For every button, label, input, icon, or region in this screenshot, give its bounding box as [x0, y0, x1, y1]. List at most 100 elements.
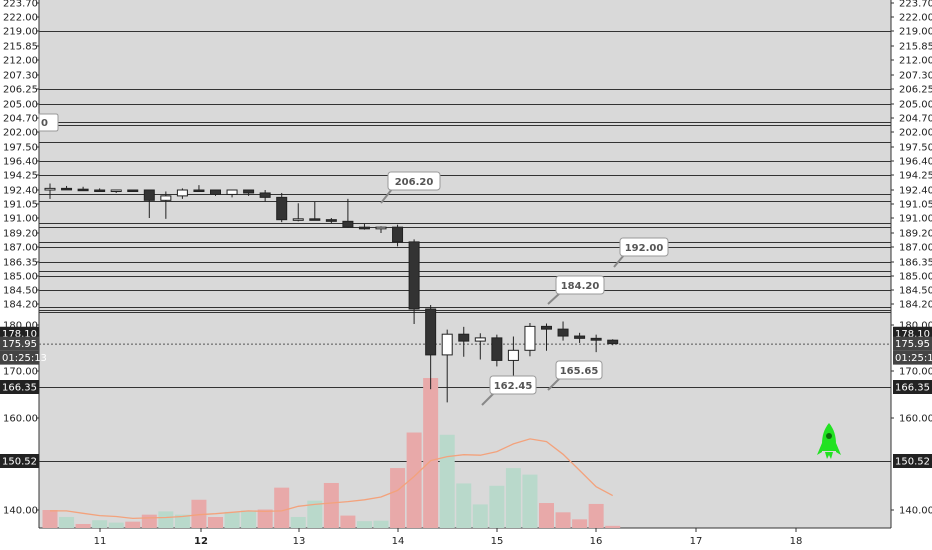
candle-body	[590, 337, 602, 341]
y-tick-label: 205.00	[899, 100, 932, 111]
volume-bar	[75, 523, 91, 528]
volume-bar	[158, 511, 174, 528]
callout-box	[619, 237, 669, 257]
price-callout[interactable]: 184.20	[547, 275, 605, 305]
candle-body	[375, 226, 387, 230]
callout-box	[555, 275, 605, 295]
candle-body	[557, 328, 569, 337]
candle-body	[44, 187, 56, 191]
volume-bar	[356, 521, 372, 528]
countdown-badge-bg	[893, 350, 932, 365]
y-tick-label: 184.20	[899, 300, 932, 311]
x-tick-label: 13	[293, 536, 306, 547]
x-tick-label: 11	[94, 536, 107, 547]
level-badge-bg	[893, 380, 932, 394]
volume-bar	[323, 482, 339, 528]
level-badge-bg	[893, 454, 932, 468]
callout-box	[489, 375, 537, 395]
candle-body	[176, 189, 188, 197]
y-tick-label: 180.00	[3, 321, 38, 332]
x-tick-label: 15	[491, 536, 504, 547]
partial-callout-text: 0	[41, 118, 48, 129]
callout-pointer	[481, 392, 495, 406]
price-callouts[interactable]: 206.20 192.00 184.20 162.45 165.65	[380, 171, 669, 406]
candle-body	[425, 308, 437, 356]
candle-body	[160, 195, 172, 201]
volume-bar	[290, 516, 306, 528]
horizontal-levels[interactable]	[39, 31, 891, 462]
y-tick-label: 212.00	[3, 56, 38, 67]
y-tick-label: 191.05	[3, 200, 38, 211]
y-tick-label: 189.20	[3, 229, 38, 240]
candle-body	[491, 337, 503, 361]
candle-body	[408, 241, 420, 310]
volume-bar	[59, 516, 75, 528]
callout-box	[387, 171, 441, 191]
volume-bar	[555, 512, 571, 528]
current-price-badge: 175.95	[895, 339, 930, 350]
volume-bar	[489, 485, 505, 528]
partial-callout: 0	[38, 113, 59, 132]
date-axis: 11 12 13 14 15 16 17 18	[94, 528, 802, 547]
y-tick-label: 206.25	[899, 85, 932, 96]
level-badge: 166.35	[2, 383, 37, 394]
y-tick-label: 215.85	[3, 42, 38, 53]
y-tick-label: 184.20	[3, 300, 38, 311]
right-price-axis: 223.70 222.00 219.00 215.85 212.00 207.30 206.…	[891, 0, 932, 517]
x-tick-label: 14	[392, 536, 405, 547]
candle-body	[292, 218, 304, 221]
volume-bar	[406, 432, 422, 528]
callout-text: 162.45	[494, 381, 533, 392]
candle-body	[607, 339, 619, 345]
price-callout[interactable]: 162.45	[481, 375, 537, 406]
callout-text: 206.20	[395, 177, 434, 188]
x-tick-label: 17	[690, 536, 703, 547]
y-tick-label: 170.00	[899, 367, 932, 378]
candle-body	[392, 226, 404, 243]
volume-bar	[456, 483, 472, 528]
volume-bar	[141, 514, 157, 528]
candle-body	[524, 325, 536, 351]
price-callout[interactable]: 165.65	[547, 360, 603, 391]
volume-bar	[224, 511, 240, 528]
y-tick-label: 170.00	[3, 367, 38, 378]
candle-body	[193, 189, 205, 192]
y-tick-label: 204.70	[899, 114, 932, 125]
y-tick-label: 191.05	[899, 200, 932, 211]
y-tick-label: 180.00	[899, 321, 932, 332]
candle-body	[110, 189, 122, 192]
y-tick-label: 207.30	[899, 71, 932, 82]
volume-bar	[307, 500, 323, 528]
y-tick-label: 222.00	[899, 13, 932, 24]
y-tick-label: 192.40	[3, 186, 38, 197]
volume-bar	[505, 468, 521, 528]
price-callout[interactable]: 206.20	[380, 171, 441, 204]
price-callout[interactable]: 192.00	[613, 237, 669, 268]
y-tick-label: 184.50	[3, 286, 38, 297]
callout-pointer	[613, 254, 625, 268]
candle-body	[474, 337, 486, 342]
x-tick-label: 12	[194, 536, 208, 547]
y-tick-label: 196.40	[899, 157, 932, 168]
plot-area[interactable]	[39, 0, 891, 528]
rocket-icon[interactable]	[817, 423, 841, 459]
last-price-badge: 178.10	[895, 329, 930, 340]
y-tick-label: 194.25	[3, 171, 38, 182]
current-price-badge: 175.95	[2, 339, 37, 350]
volume-bar	[208, 516, 223, 528]
volume-bars	[42, 378, 621, 528]
y-tick-label: 215.85	[899, 42, 932, 53]
y-tick-label: 219.00	[899, 27, 932, 38]
candle-body	[94, 189, 106, 192]
volume-bar	[439, 434, 455, 528]
candle-body	[259, 192, 271, 198]
y-tick-label: 197.50	[3, 143, 38, 154]
volume-ma-line	[50, 438, 614, 520]
candle-body	[143, 189, 155, 201]
volume-bar	[257, 509, 273, 528]
y-tick-label: 223.70	[3, 0, 38, 10]
callout-pointer	[380, 188, 393, 204]
y-tick-label: 186.35	[3, 258, 38, 269]
countdown-badge: 01:25:13	[2, 353, 47, 364]
